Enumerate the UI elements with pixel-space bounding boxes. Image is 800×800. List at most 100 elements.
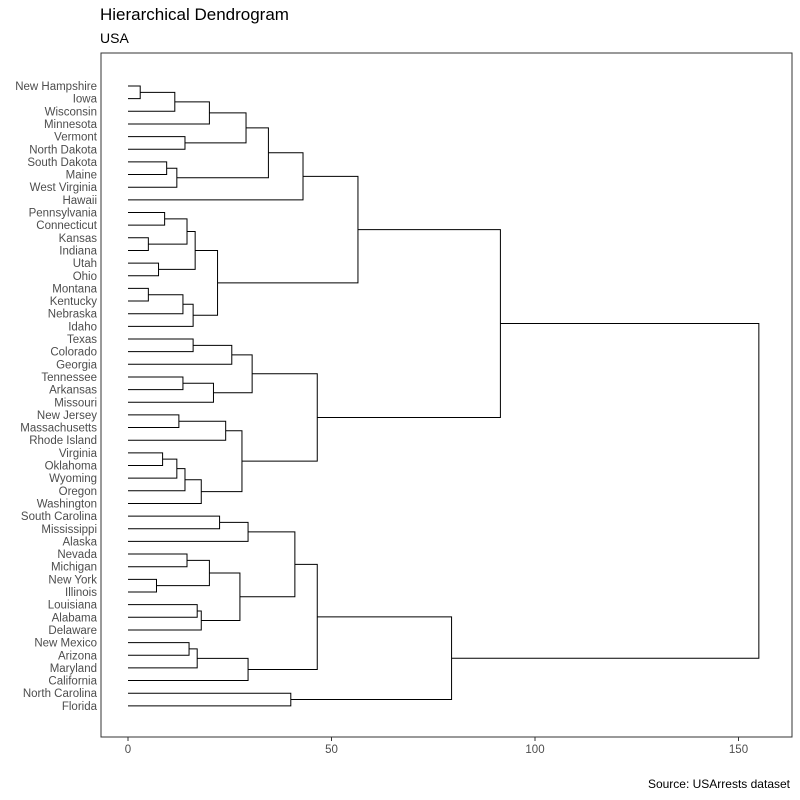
merge-link: [128, 287, 149, 302]
leaf-label: Nebraska: [48, 309, 98, 321]
dendrogram-links: [128, 85, 760, 707]
merge-link: [128, 642, 190, 656]
merge-link: [128, 414, 180, 429]
leaf-label: Pennsylvania: [29, 208, 98, 220]
merge-link: [128, 648, 198, 669]
leaf-label: Iowa: [73, 94, 98, 106]
x-tick-label: 0: [125, 744, 131, 756]
leaf-label: New Mexico: [34, 638, 97, 650]
merge-link: [128, 167, 178, 188]
leaf-label: West Virginia: [30, 182, 98, 194]
merge-link: [213, 354, 253, 394]
leaf-label: Delaware: [48, 625, 97, 637]
merge-link: [184, 112, 247, 144]
leaf-labels: New HampshireIowaWisconsinMinnesotaVermo…: [15, 81, 98, 713]
merge-link: [158, 230, 196, 270]
leaf-label: Vermont: [54, 132, 98, 144]
leaf-label: Arizona: [58, 650, 98, 662]
merge-link: [201, 572, 241, 621]
merge-link: [176, 127, 269, 179]
chart-caption: Source: USArrests dataset: [647, 777, 790, 791]
merge-link: [128, 212, 166, 226]
leaf-label: Illinois: [65, 587, 97, 599]
leaf-label: Minnesota: [44, 119, 98, 131]
leaf-label: South Dakota: [27, 157, 97, 169]
leaf-label: North Dakota: [29, 144, 97, 156]
merge-link: [128, 382, 214, 403]
merge-link: [128, 515, 221, 530]
leaf-label: Connecticut: [36, 220, 98, 232]
merge-link: [128, 161, 168, 176]
leaf-label: Michigan: [51, 562, 97, 574]
leaf-label: Wyoming: [49, 473, 97, 485]
leaf-label: New Jersey: [37, 410, 97, 422]
merge-link: [128, 692, 292, 707]
merge-link: [241, 373, 318, 462]
merge-link: [128, 452, 164, 466]
leaf-label: Tennessee: [41, 372, 97, 384]
leaf-label: Utah: [73, 258, 97, 270]
leaf-label: Alaska: [62, 536, 97, 548]
merge-link: [128, 553, 188, 568]
leaf-label: Nevada: [57, 549, 97, 561]
merge-link: [128, 294, 184, 315]
leaf-label: South Carolina: [21, 511, 98, 523]
leaf-label: Mississippi: [41, 524, 97, 536]
leaf-label: Idaho: [68, 321, 97, 333]
panel-border: [100, 52, 793, 738]
leaf-label: California: [48, 676, 97, 688]
leaf-label: Hawaii: [62, 195, 97, 207]
merge-link: [156, 559, 210, 587]
merge-link: [128, 344, 233, 365]
merge-link: [128, 152, 304, 201]
merge-link: [128, 657, 249, 682]
leaf-label: Arkansas: [49, 385, 97, 397]
leaf-label: Kentucky: [50, 296, 98, 308]
merge-link: [128, 521, 249, 542]
leaf-label: New York: [48, 574, 97, 586]
leaf-label: Alabama: [52, 612, 98, 624]
x-tick-label: 150: [729, 744, 748, 756]
leaf-label: New Hampshire: [15, 81, 97, 93]
merge-link: [193, 249, 219, 316]
merge-link: [128, 101, 210, 125]
merge-link: [128, 610, 202, 631]
merge-link: [148, 218, 188, 245]
x-tick-label: 50: [325, 744, 338, 756]
leaf-label: Virginia: [59, 448, 98, 460]
merge-link: [248, 563, 318, 670]
leaf-label: Indiana: [59, 245, 97, 257]
merge-link: [451, 323, 760, 659]
leaf-label: Maryland: [50, 663, 97, 675]
merge-link: [317, 229, 501, 418]
chart-subtitle: USA: [100, 30, 129, 46]
chart-title: Hierarchical Dendrogram: [100, 5, 289, 24]
merge-link: [128, 376, 184, 391]
leaf-label: Kansas: [59, 233, 98, 245]
merge-link: [128, 458, 178, 479]
merge-link: [128, 91, 176, 112]
leaf-label: Oklahoma: [45, 461, 98, 473]
leaf-label: Louisiana: [48, 600, 98, 612]
leaf-label: Washington: [37, 498, 97, 510]
x-axis: 0 50 100 150: [125, 737, 748, 756]
leaf-label: Maine: [66, 170, 97, 182]
leaf-label: Missouri: [54, 397, 97, 409]
merge-link: [217, 175, 359, 284]
merge-link: [128, 479, 202, 504]
merge-link: [128, 420, 227, 441]
merge-link: [128, 85, 141, 100]
leaf-label: Rhode Island: [29, 435, 97, 447]
leaf-label: Georgia: [56, 359, 98, 371]
x-tick-label: 100: [525, 744, 544, 756]
merge-link: [128, 237, 149, 251]
merge-link: [128, 136, 186, 150]
leaf-label: Wisconsin: [45, 106, 97, 118]
leaf-label: Florida: [62, 701, 98, 713]
merge-link: [128, 604, 198, 618]
leaf-label: Texas: [67, 334, 97, 346]
merge-link: [128, 338, 194, 353]
leaf-label: North Carolina: [23, 688, 98, 700]
merge-link: [128, 262, 160, 277]
